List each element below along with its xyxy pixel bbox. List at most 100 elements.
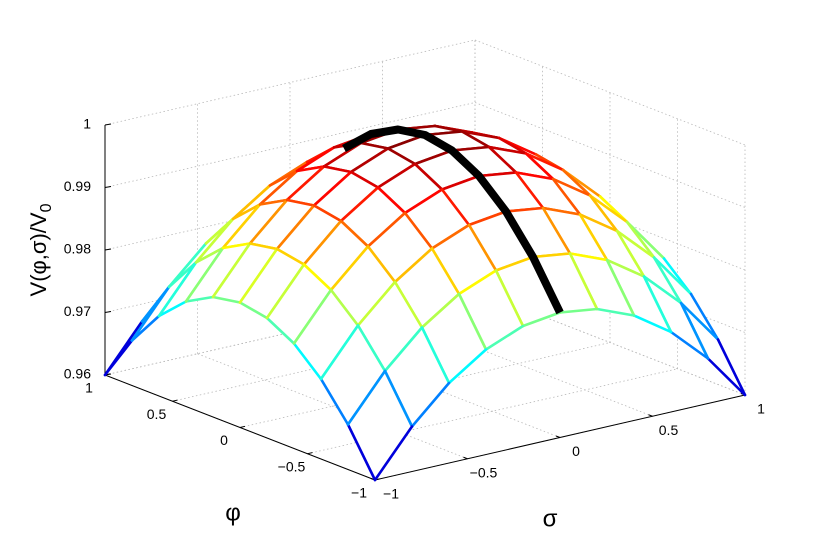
mesh-edge: [167, 261, 198, 289]
mesh-edge: [669, 330, 710, 360]
z-tick-label: 0.97: [64, 303, 91, 319]
mesh-edge: [346, 369, 387, 426]
mesh-edge: [184, 246, 225, 303]
mesh-edge: [346, 423, 377, 482]
x-tick-label: 1: [85, 380, 93, 396]
mesh-edge: [430, 223, 471, 250]
x-tick-label: −0.5: [278, 458, 306, 474]
mesh-edge: [541, 206, 572, 255]
mesh-edge: [194, 217, 235, 264]
surface-cell: [341, 187, 405, 247]
mesh-edge: [551, 177, 582, 216]
curve: [342, 125, 564, 315]
mesh-edge: [376, 162, 417, 189]
x-tick-label: 0: [220, 432, 228, 448]
mesh-edge: [578, 213, 619, 233]
z-axis-label-subscript: 0: [38, 203, 55, 212]
grid-line: [474, 39, 746, 146]
mesh-edge: [578, 213, 609, 262]
surface-cell: [378, 164, 442, 213]
mesh-edge: [484, 324, 525, 351]
surface-cell: [543, 208, 607, 260]
mesh-edge: [383, 326, 424, 373]
mesh-edge: [130, 285, 171, 342]
y-tick: [555, 435, 561, 438]
surface-cell: [196, 204, 260, 263]
mesh-edge: [487, 145, 518, 174]
surface-cell: [590, 195, 654, 258]
mesh-edge: [393, 280, 424, 329]
mesh-edge: [221, 203, 262, 250]
surface-cell: [654, 257, 718, 340]
z-tick: [104, 123, 112, 126]
surface-cell: [186, 243, 250, 302]
mesh-edge: [275, 247, 306, 266]
y-tick: [463, 456, 468, 460]
surface-cell: [459, 270, 523, 350]
mesh-edge: [383, 369, 414, 428]
mesh-edge: [514, 171, 545, 210]
mesh-edge: [679, 301, 710, 360]
mesh-edge: [588, 194, 619, 233]
surface-cell: [250, 200, 314, 249]
y-tick-label: 0.5: [659, 422, 679, 438]
mesh-edge: [605, 258, 636, 317]
mesh-edge: [248, 242, 279, 251]
surface-cell: [506, 208, 570, 257]
surface-cell: [324, 143, 388, 172]
mesh-edge: [356, 280, 397, 327]
mesh-edge: [642, 275, 673, 334]
mesh-edge: [652, 256, 683, 305]
z-tick-label: 0.98: [64, 241, 91, 257]
z-tick-label: 0.99: [64, 178, 91, 194]
surface-cell: [267, 264, 331, 344]
surface-cell: [580, 214, 644, 277]
x-tick: [172, 399, 178, 402]
mesh-edge: [403, 188, 444, 215]
y-axis-label: σ: [543, 505, 558, 532]
surface-cell: [223, 200, 287, 248]
surface-cell: [533, 253, 597, 313]
surface-cell: [240, 249, 304, 318]
mesh-edge: [450, 145, 491, 152]
surface-cell: [213, 243, 277, 303]
mesh-edge: [440, 188, 471, 227]
mesh-edge: [366, 211, 407, 248]
mesh-edge: [642, 275, 683, 305]
mesh-edge: [275, 204, 316, 251]
mesh-edge: [157, 300, 188, 318]
mesh-edge: [403, 211, 434, 250]
mesh-edge: [521, 311, 562, 328]
mesh-edge: [467, 223, 498, 272]
surface-cell: [681, 303, 745, 395]
mesh-edge: [689, 292, 720, 341]
mesh-edge: [433, 124, 464, 133]
surface-cell: [442, 176, 506, 225]
mesh-edge: [531, 252, 572, 259]
mesh-edge: [595, 307, 636, 317]
mesh-edge: [248, 198, 289, 245]
grid-line: [474, 102, 746, 208]
mesh-edge: [366, 245, 397, 284]
mesh-edge: [524, 152, 555, 181]
mesh-edge: [292, 342, 323, 381]
mesh-edge: [541, 206, 582, 216]
mesh-edge: [265, 316, 296, 345]
mesh-edge: [258, 198, 289, 206]
grid-line: [307, 368, 678, 455]
mesh-edge: [359, 141, 390, 150]
y-tick-label: 0: [572, 443, 580, 459]
mesh-edge: [393, 247, 434, 284]
mesh-edge: [285, 198, 316, 207]
z-tick: [104, 248, 112, 251]
surface-cell: [526, 153, 590, 196]
surface-cell: [159, 248, 223, 316]
mesh-edge: [504, 206, 545, 213]
surface-cell: [570, 253, 634, 316]
surface-cell: [348, 371, 412, 480]
mesh-edge: [413, 149, 454, 166]
surface-cell: [314, 172, 378, 221]
mesh-edge: [285, 165, 326, 202]
surface-cell: [422, 294, 486, 383]
